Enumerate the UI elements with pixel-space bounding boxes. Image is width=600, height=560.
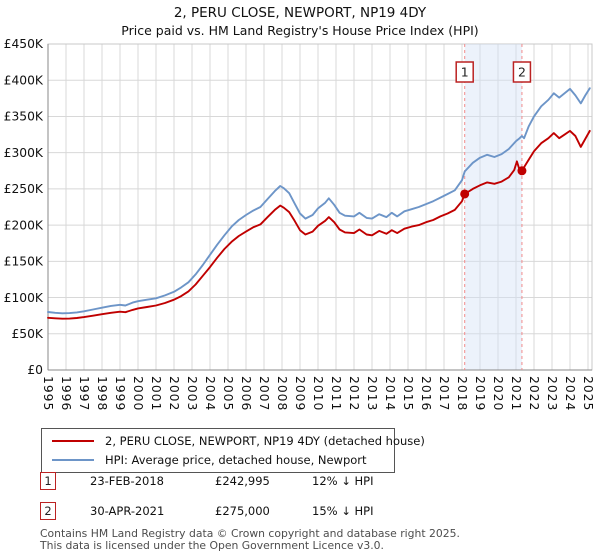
x-tick-label: 2022 xyxy=(527,376,541,411)
y-tick-label: £100K xyxy=(4,291,44,305)
x-tick-label: 2002 xyxy=(167,376,181,411)
footer-copyright: Contains HM Land Registry data © Crown c… xyxy=(40,527,460,540)
x-tick-label: 2018 xyxy=(455,376,469,411)
sale-price: £275,000 xyxy=(215,504,270,518)
legend-row-1: HPI: Average price, detached house, Newp… xyxy=(42,450,394,469)
x-tick-label: 2003 xyxy=(185,376,199,411)
x-tick-label: 2011 xyxy=(329,376,343,411)
y-tick-label: £300K xyxy=(4,146,44,160)
legend-row-0: 2, PERU CLOSE, NEWPORT, NP19 4DY (detach… xyxy=(42,431,425,450)
x-tick-label: 2010 xyxy=(311,376,325,411)
x-tick-label: 2025 xyxy=(581,376,595,411)
y-tick-label: £200K xyxy=(4,218,44,232)
x-tick-label: 2012 xyxy=(347,376,361,411)
y-tick-label: £250K xyxy=(4,182,44,196)
x-tick-label: 2019 xyxy=(473,376,487,411)
x-tick-label: 2007 xyxy=(257,376,271,411)
x-tick-label: 2024 xyxy=(563,376,577,411)
price-paid-line xyxy=(47,129,591,320)
chart-legend: 2, PERU CLOSE, NEWPORT, NP19 4DY (detach… xyxy=(41,428,425,473)
footer-licence: This data is licensed under the Open Gov… xyxy=(40,538,384,552)
legend-line-swatch xyxy=(52,458,94,461)
sale-hpi-delta: 15% ↓ HPI xyxy=(312,504,374,518)
x-tick-label: 2016 xyxy=(419,376,433,411)
sale-date: 23-FEB-2018 xyxy=(90,474,164,488)
sale-annotation-row: 2 30-APR-2021 £275,000 15% ↓ HPI xyxy=(40,502,560,532)
y-tick-label: £150K xyxy=(4,255,44,269)
sale-marker-2 xyxy=(517,166,527,176)
x-tick-label: 2005 xyxy=(221,376,235,411)
sale-hpi-delta: 12% ↓ HPI xyxy=(312,474,374,488)
x-tick-label: 2001 xyxy=(149,376,163,411)
sale-number: 2 xyxy=(40,502,56,520)
x-tick-label: 1996 xyxy=(59,376,73,411)
x-tick-label: 2015 xyxy=(401,376,415,411)
page-subtitle: Price paid vs. HM Land Registry's House … xyxy=(121,23,479,38)
sale-period-band xyxy=(464,44,522,370)
x-tick-label: 2020 xyxy=(491,376,505,411)
legend-label: 2, PERU CLOSE, NEWPORT, NP19 4DY (detach… xyxy=(105,433,425,448)
y-tick-label: £50K xyxy=(11,327,43,341)
page-title: 2, PERU CLOSE, NEWPORT, NP19 4DY xyxy=(173,5,427,21)
y-tick-label: £350K xyxy=(4,110,44,124)
x-tick-label: 2009 xyxy=(293,376,307,411)
y-tick-label: £450K xyxy=(4,38,44,51)
price-history-chart: 1 2 £0 £50K £100K £150K £200K £250K £300K £350K £4… xyxy=(4,38,595,411)
legend-label: HPI: Average price, detached house, Newp… xyxy=(105,452,367,467)
x-tick-label: 2014 xyxy=(383,376,397,411)
x-tick-label: 1997 xyxy=(77,376,91,411)
x-tick-label: 2000 xyxy=(131,376,145,411)
sale-label-2: 2 xyxy=(518,65,526,80)
x-tick-label: 2013 xyxy=(365,376,379,411)
sale-annotations: 1 23-FEB-2018 £242,995 12% ↓ HPI 2 30-APR-202… xyxy=(40,472,560,532)
hpi-line xyxy=(47,87,591,315)
y-tick-label: £400K xyxy=(4,73,44,87)
x-tick-label: 2004 xyxy=(203,376,217,411)
x-tick-label: 2023 xyxy=(545,376,559,411)
sale-date: 30-APR-2021 xyxy=(90,504,165,518)
sale-label-box-2 xyxy=(512,61,532,83)
x-tick-label: 2008 xyxy=(275,376,289,411)
footer: Contains HM Land Registry data © Crown c… xyxy=(40,528,460,551)
sale-number: 1 xyxy=(40,472,56,490)
sale-annotation-row: 1 23-FEB-2018 £242,995 12% ↓ HPI xyxy=(40,472,560,502)
sale-label-box-1 xyxy=(455,61,474,83)
sale-marker-1 xyxy=(460,189,470,199)
sale-price: £242,995 xyxy=(215,474,270,488)
sale-label-1: 1 xyxy=(461,65,469,80)
legend-line-swatch xyxy=(52,439,94,442)
x-tick-label: 1999 xyxy=(113,376,127,411)
x-tick-label: 2021 xyxy=(509,376,523,411)
x-tick-label: 2006 xyxy=(239,376,253,411)
x-tick-label: 1998 xyxy=(95,376,109,411)
x-tick-label: 1995 xyxy=(41,376,55,411)
x-tick-label: 2017 xyxy=(437,376,451,411)
y-tick-label: £0 xyxy=(27,363,43,377)
